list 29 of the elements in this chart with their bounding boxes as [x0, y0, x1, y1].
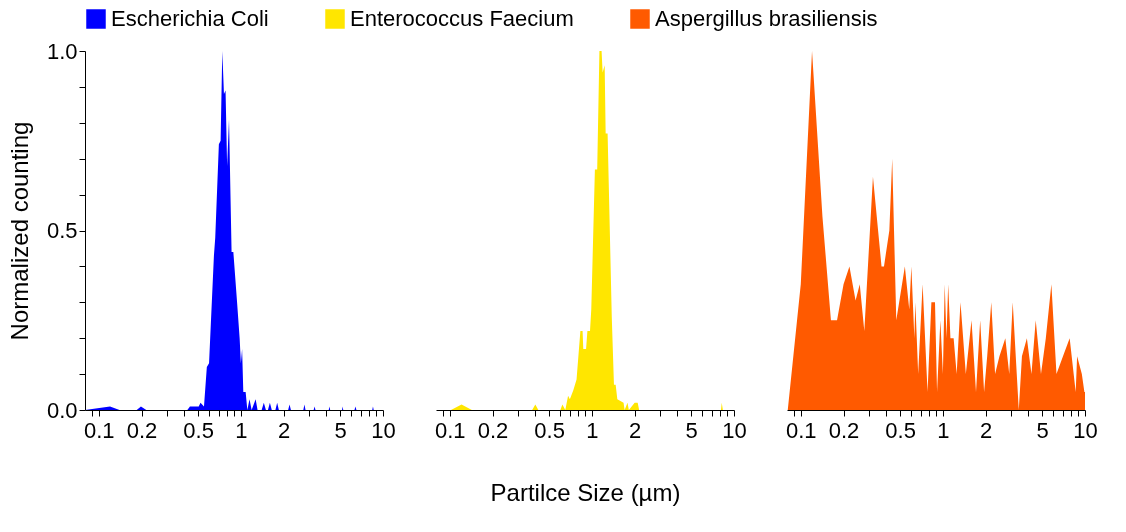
x-tick-label: 1 [235, 417, 248, 443]
x-tick-label: 0.5 [183, 417, 214, 443]
x-tick-label: 10 [1073, 417, 1098, 443]
x-axis-title: Partilce Size (µm) [490, 478, 681, 506]
y-tick-label: 0.5 [46, 218, 78, 243]
x-tick-label: 1 [586, 417, 599, 443]
y-tick-label: 0.0 [46, 397, 78, 423]
x-tick-label: 0.1 [785, 417, 817, 443]
legend-label: Escherichia Coli [111, 6, 269, 31]
x-tick-label: 10 [371, 417, 396, 443]
legend-label: Enterococcus Faecium [350, 6, 574, 31]
x-tick-label: 0.5 [885, 417, 916, 443]
x-tick-label: 5 [334, 417, 347, 443]
x-tick-label: 0.2 [828, 417, 860, 443]
legend-label: Aspergillus brasiliensis [655, 6, 878, 31]
x-tick-label: 2 [629, 417, 642, 443]
x-tick-label: 2 [278, 417, 291, 443]
x-tick-label: 5 [1036, 417, 1049, 443]
x-tick-label: 0.5 [534, 417, 565, 443]
x-tick-label: 1 [937, 417, 950, 443]
x-tick-label: 0.1 [83, 417, 115, 443]
x-tick-label: 10 [722, 417, 747, 443]
x-tick-label: 0.2 [126, 417, 158, 443]
x-tick-label: 2 [980, 417, 993, 443]
y-tick-label: 1.0 [46, 38, 78, 64]
x-tick-label: 0.2 [477, 417, 509, 443]
x-tick-label: 5 [685, 417, 698, 443]
y-axis-title: Normalized counting [5, 121, 33, 341]
x-tick-label: 0.1 [434, 417, 466, 443]
